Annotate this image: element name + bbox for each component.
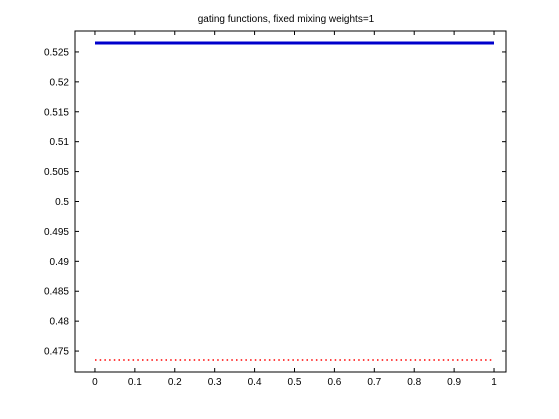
x-tick-label: 0.7 <box>367 377 381 388</box>
y-tick-label: 0.515 <box>44 107 69 118</box>
y-tick-label: 0.505 <box>44 167 69 178</box>
x-tick-label: 0.9 <box>447 377 461 388</box>
series-layer <box>95 41 494 361</box>
x-tick-label: 0.1 <box>128 377 142 388</box>
x-axis: 0 0.1 0.2 0.3 0.4 0.5 0.6 0.7 0.8 0.9 1 <box>92 31 497 388</box>
y-axis: 0.475 0.48 0.485 0.49 0.495 0.5 0.505 0.51 0.515… <box>44 47 506 358</box>
y-tick-label: 0.49 <box>50 257 70 268</box>
y-tick-label: 0.52 <box>50 77 70 88</box>
x-tick-label: 0 <box>92 377 98 388</box>
y-tick-label: 0.495 <box>44 227 69 238</box>
x-tick-label: 0.5 <box>288 377 302 388</box>
x-tick-label: 1 <box>491 377 497 388</box>
y-tick-label: 0.475 <box>44 347 69 358</box>
x-tick-label: 0.3 <box>208 377 222 388</box>
x-tick-label: 0.4 <box>248 377 262 388</box>
y-tick-label: 0.525 <box>44 47 69 58</box>
y-tick-label: 0.51 <box>50 137 70 148</box>
y-tick-label: 0.5 <box>55 197 69 208</box>
y-tick-label: 0.48 <box>50 317 70 328</box>
plot-area <box>74 30 507 373</box>
chart-title: gating functions, fixed mixing weights=1 <box>198 14 375 25</box>
x-tick-label: 0.6 <box>327 377 341 388</box>
x-tick-label: 0.2 <box>168 377 182 388</box>
y-tick-label: 0.485 <box>44 287 69 298</box>
x-tick-label: 0.8 <box>407 377 421 388</box>
